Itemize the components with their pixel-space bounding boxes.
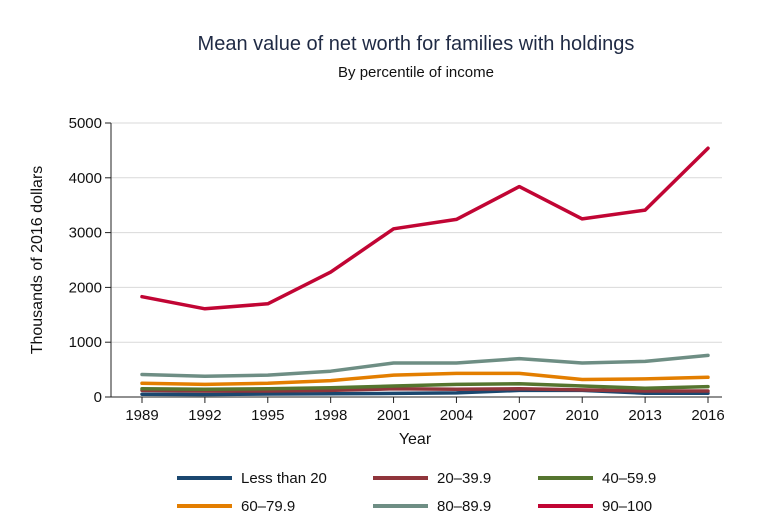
axes: 0 1000 2000 3000 4000 5000 1989 1992 1995 1998 200… xyxy=(69,115,725,424)
gridlines xyxy=(111,122,722,343)
x-tick-label: 2016 xyxy=(691,407,724,424)
x-tick-label: 1995 xyxy=(251,407,284,424)
legend-label: 80–89.9 xyxy=(437,498,491,515)
series-line-2 xyxy=(140,382,710,392)
x-tick-label: 1992 xyxy=(188,407,221,424)
y-tick-label: 2000 xyxy=(69,279,102,296)
series-lines xyxy=(140,146,710,397)
y-tick-label: 1000 xyxy=(69,334,102,351)
x-tick-label: 2007 xyxy=(503,407,536,424)
legend-label: 40–59.9 xyxy=(602,470,656,487)
x-tick-label: 1998 xyxy=(314,407,347,424)
x-tick-label: 2001 xyxy=(377,407,410,424)
legend-label: 20–39.9 xyxy=(437,470,491,487)
x-tick-label: 2013 xyxy=(628,407,661,424)
series-line-1 xyxy=(140,387,710,393)
series-line-5 xyxy=(140,146,710,311)
legend-label: 60–79.9 xyxy=(241,498,295,515)
y-axis-title: Thousands of 2016 dollars xyxy=(29,166,46,355)
x-axis-title: Year xyxy=(399,431,432,448)
x-tick-label: 2004 xyxy=(440,407,473,424)
chart-title: Mean value of net worth for families wit… xyxy=(198,33,635,55)
series-line-4 xyxy=(140,353,710,378)
x-tick-label: 1989 xyxy=(125,407,158,424)
y-tick-label: 5000 xyxy=(69,115,102,132)
legend-label: 90–100 xyxy=(602,498,652,515)
y-tick-label: 0 xyxy=(94,389,102,406)
chart-subtitle: By percentile of income xyxy=(338,64,494,81)
x-tick-label: 2010 xyxy=(566,407,599,424)
legend-label: Less than 20 xyxy=(241,470,327,487)
series-line-3 xyxy=(140,371,710,387)
y-tick-label: 3000 xyxy=(69,225,102,242)
y-tick-label: 4000 xyxy=(69,170,102,187)
legend: Less than 20 20–39.9 40–59.9 60–79.9 80–89.9… xyxy=(177,470,656,515)
